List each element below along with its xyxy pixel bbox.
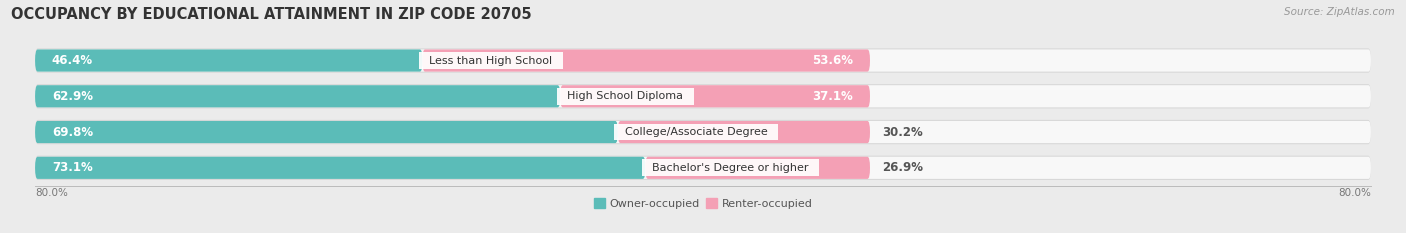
FancyBboxPatch shape bbox=[645, 157, 870, 179]
FancyBboxPatch shape bbox=[35, 49, 422, 72]
FancyBboxPatch shape bbox=[35, 49, 1371, 72]
FancyBboxPatch shape bbox=[560, 85, 870, 107]
FancyBboxPatch shape bbox=[422, 49, 870, 72]
Text: 69.8%: 69.8% bbox=[52, 126, 93, 139]
Text: OCCUPANCY BY EDUCATIONAL ATTAINMENT IN ZIP CODE 20705: OCCUPANCY BY EDUCATIONAL ATTAINMENT IN Z… bbox=[11, 7, 531, 22]
FancyBboxPatch shape bbox=[35, 121, 1371, 143]
FancyBboxPatch shape bbox=[35, 84, 1371, 108]
Text: Bachelor's Degree or higher: Bachelor's Degree or higher bbox=[645, 163, 815, 173]
FancyBboxPatch shape bbox=[35, 157, 1371, 179]
FancyBboxPatch shape bbox=[35, 85, 560, 107]
Text: 30.2%: 30.2% bbox=[883, 126, 924, 139]
FancyBboxPatch shape bbox=[617, 121, 870, 143]
Text: 26.9%: 26.9% bbox=[883, 161, 924, 174]
Text: 62.9%: 62.9% bbox=[52, 90, 93, 103]
FancyBboxPatch shape bbox=[35, 48, 1371, 73]
Text: 46.4%: 46.4% bbox=[52, 54, 93, 67]
Text: High School Diploma: High School Diploma bbox=[560, 91, 690, 101]
Text: Source: ZipAtlas.com: Source: ZipAtlas.com bbox=[1284, 7, 1395, 17]
Text: 53.6%: 53.6% bbox=[813, 54, 853, 67]
Text: 80.0%: 80.0% bbox=[1339, 188, 1371, 198]
FancyBboxPatch shape bbox=[35, 156, 1371, 180]
FancyBboxPatch shape bbox=[35, 85, 1371, 107]
Text: 73.1%: 73.1% bbox=[52, 161, 93, 174]
Text: Less than High School: Less than High School bbox=[422, 55, 560, 65]
FancyBboxPatch shape bbox=[35, 120, 1371, 144]
FancyBboxPatch shape bbox=[35, 121, 617, 143]
Text: 37.1%: 37.1% bbox=[813, 90, 853, 103]
FancyBboxPatch shape bbox=[35, 157, 645, 179]
Legend: Owner-occupied, Renter-occupied: Owner-occupied, Renter-occupied bbox=[589, 194, 817, 213]
Text: 80.0%: 80.0% bbox=[35, 188, 67, 198]
Text: College/Associate Degree: College/Associate Degree bbox=[617, 127, 775, 137]
